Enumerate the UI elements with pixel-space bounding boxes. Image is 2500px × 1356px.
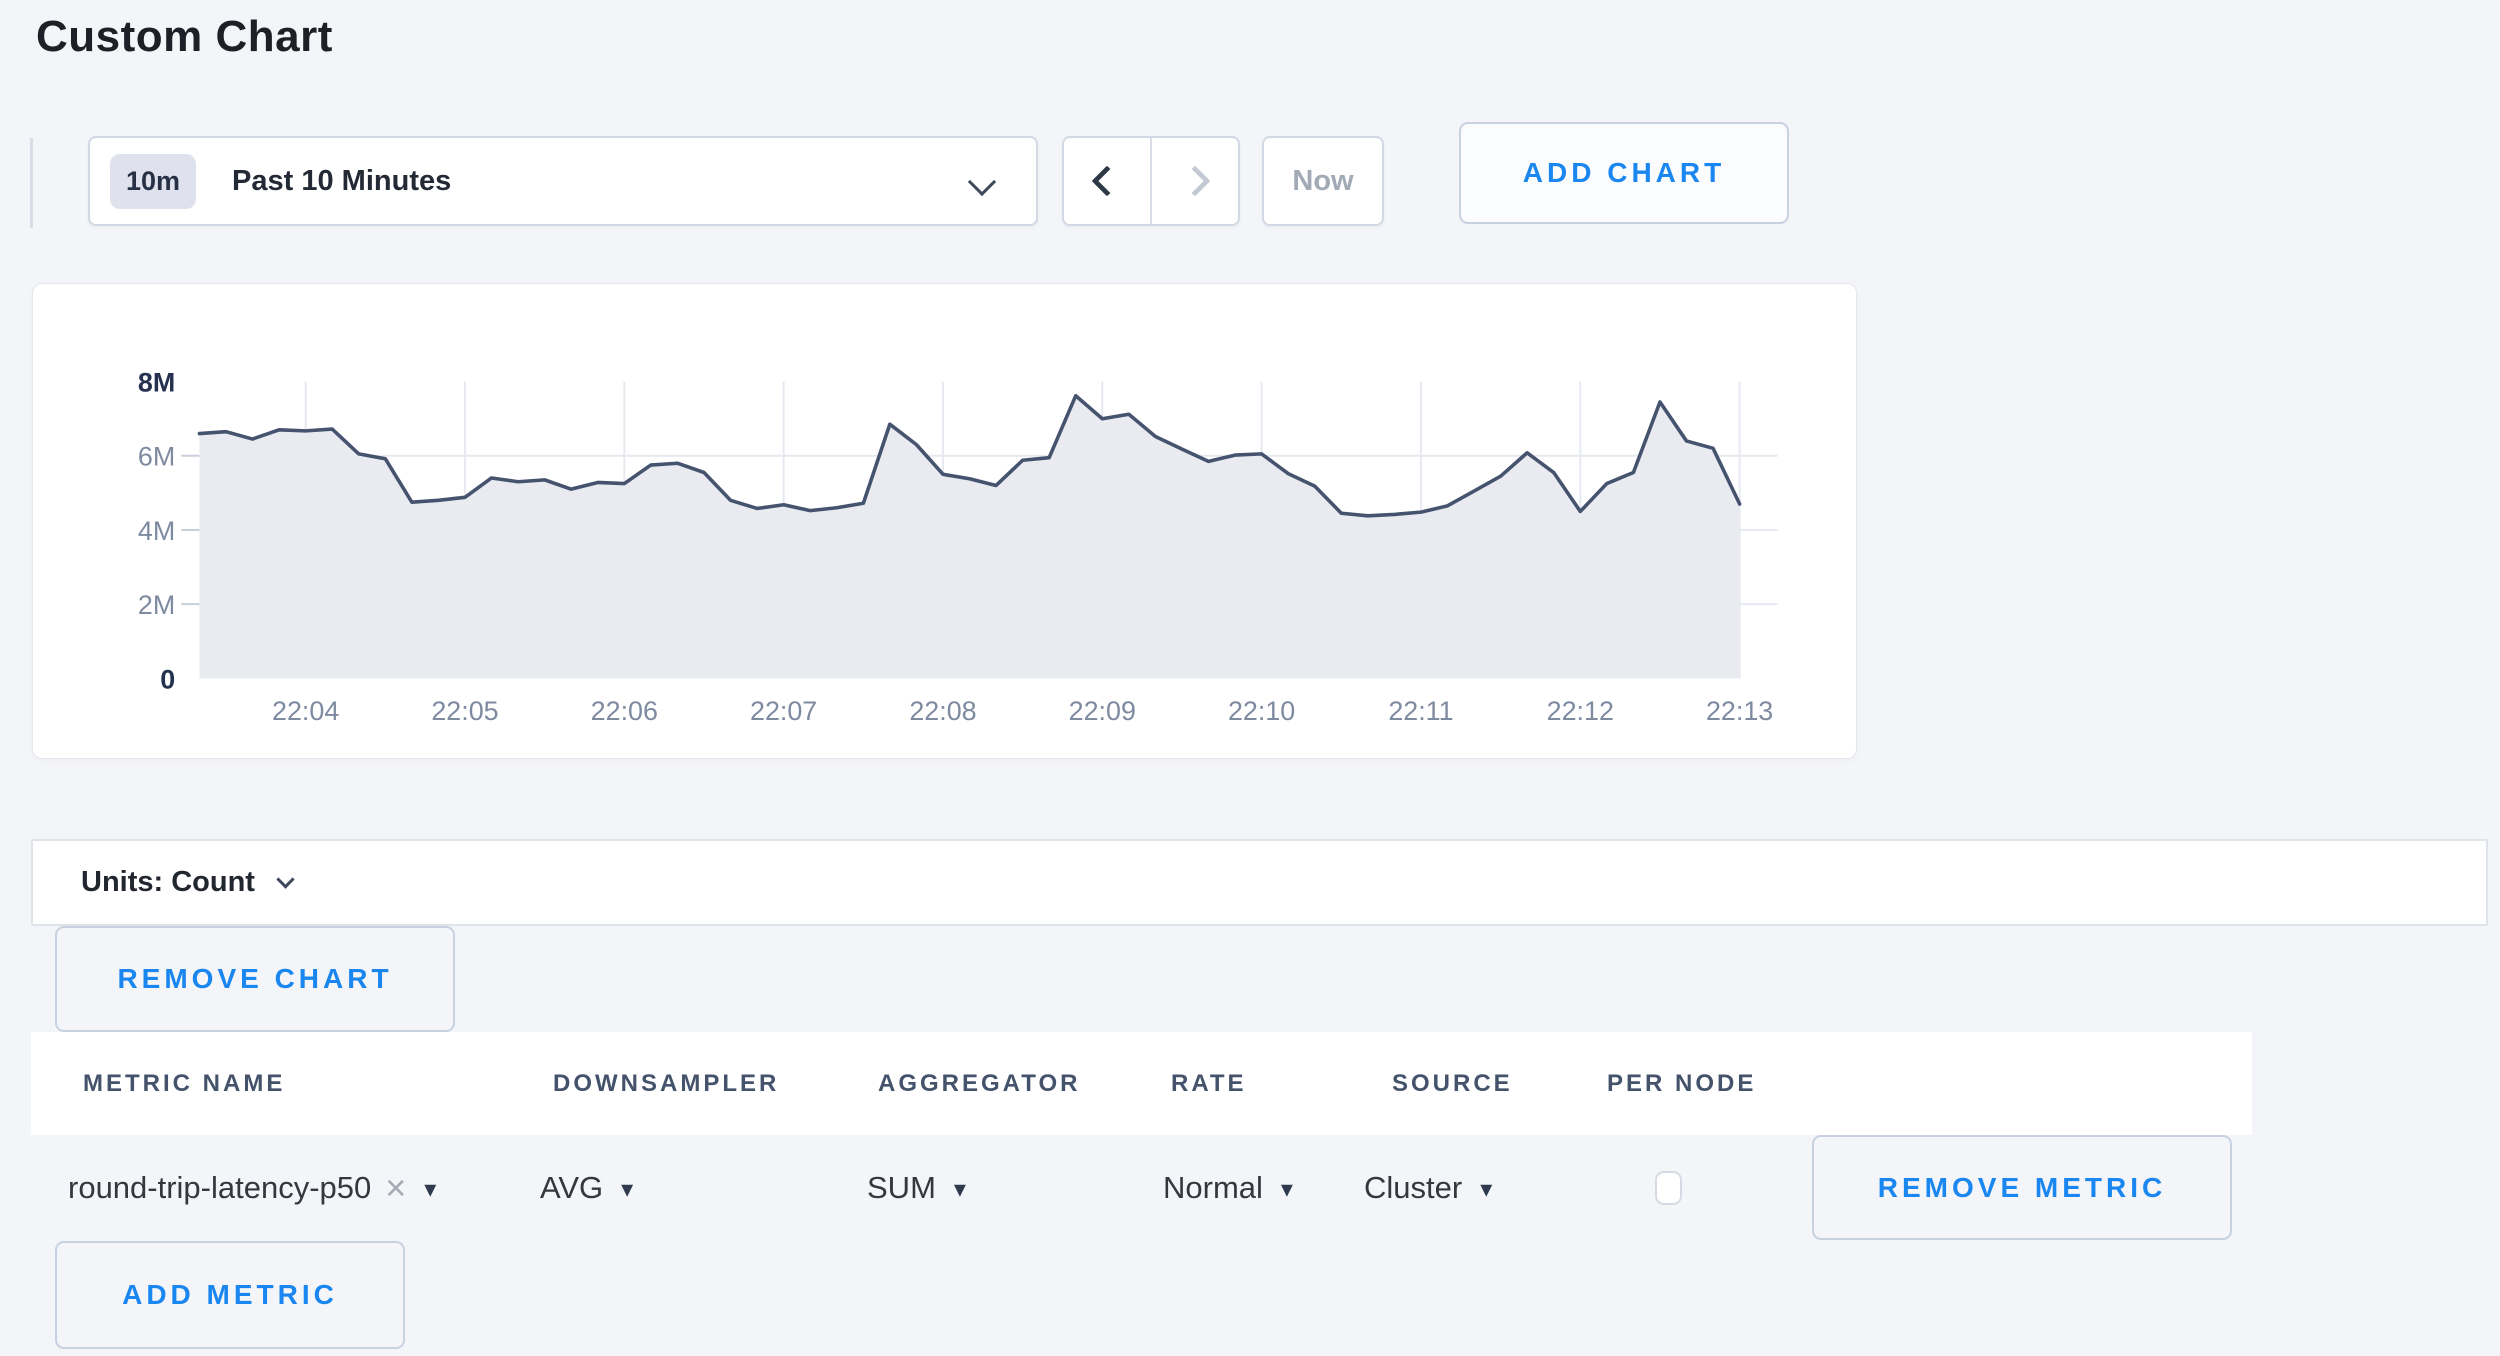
downsampler-value: AVG [540,1169,604,1205]
toolbar-accent-line [30,138,33,228]
svg-text:22:04: 22:04 [272,696,339,726]
aggregator-dropdown[interactable]: SUM ▾ [867,1135,966,1240]
chart-card: 0 2M 4M 6M 8M 22:04 22:05 22:06 22:07 22:08 22:09 2… [32,283,1857,759]
rate-dropdown[interactable]: Normal ▾ [1163,1135,1293,1240]
time-pager [1062,136,1240,226]
column-header-metric-name: METRIC NAME [83,1069,286,1097]
units-label: Units: Count [81,866,255,898]
dropdown-arrow-icon: ▾ [1480,1176,1493,1203]
metric-name-dropdown[interactable]: round-trip-latency-p50 × ▾ [68,1135,436,1240]
svg-text:22:11: 22:11 [1388,696,1453,726]
chevron-down-icon [276,870,295,889]
svg-text:22:08: 22:08 [909,696,976,726]
add-metric-button[interactable]: ADD METRIC [55,1241,405,1349]
dropdown-arrow-icon: ▾ [621,1176,634,1203]
source-value: Cluster [1364,1169,1463,1205]
downsampler-dropdown[interactable]: AVG ▾ [540,1135,633,1240]
column-header-downsampler: DOWNSAMPLER [553,1069,780,1097]
svg-text:22:12: 22:12 [1547,696,1614,726]
chevron-right-icon [1179,165,1211,197]
per-node-checkbox[interactable] [1655,1171,1682,1205]
column-header-rate: RATE [1171,1069,1247,1097]
svg-text:2M: 2M [138,590,175,620]
clear-metric-icon[interactable]: × [385,1166,407,1208]
chevron-down-icon [967,167,997,197]
page-title: Custom Chart [36,12,333,61]
svg-text:6M: 6M [138,442,175,472]
time-series-chart: 0 2M 4M 6M 8M 22:04 22:05 22:06 22:07 22:08 22:09 2… [138,368,1778,726]
remove-metric-button[interactable]: REMOVE METRIC [1812,1135,2232,1240]
aggregator-value: SUM [867,1169,936,1205]
svg-text:0: 0 [160,664,175,694]
time-window-picker[interactable]: 10m Past 10 Minutes [88,136,1038,226]
source-dropdown[interactable]: Cluster ▾ [1364,1135,1492,1240]
chevron-left-icon [1091,165,1123,197]
time-window-label: Past 10 Minutes [232,164,452,197]
time-window-badge: 10m [110,153,197,209]
dropdown-arrow-icon: ▾ [1280,1176,1293,1203]
add-chart-button[interactable]: ADD CHART [1459,122,1789,224]
metrics-table-header: METRIC NAME DOWNSAMPLER AGGREGATOR RATE … [31,1032,2252,1135]
svg-text:8M: 8M [138,368,175,398]
previous-time-button[interactable] [1064,138,1152,224]
metric-name-value: round-trip-latency-p50 [68,1169,372,1205]
dropdown-arrow-icon: ▾ [424,1176,437,1203]
dropdown-arrow-icon: ▾ [953,1176,966,1203]
column-header-per-node: PER NODE [1607,1069,1757,1097]
now-button[interactable]: Now [1262,136,1384,226]
svg-text:22:05: 22:05 [431,696,498,726]
next-time-button[interactable] [1152,138,1238,224]
units-selector[interactable]: Units: Count [31,839,2488,926]
svg-text:22:07: 22:07 [750,696,817,726]
column-header-source: SOURCE [1392,1069,1513,1097]
remove-chart-button[interactable]: REMOVE CHART [55,926,455,1032]
svg-text:22:13: 22:13 [1706,696,1773,726]
rate-value: Normal [1163,1169,1263,1205]
svg-text:22:06: 22:06 [591,696,658,726]
svg-text:22:09: 22:09 [1069,696,1136,726]
svg-text:4M: 4M [138,516,175,546]
svg-text:22:10: 22:10 [1228,696,1295,726]
column-header-aggregator: AGGREGATOR [878,1069,1081,1097]
